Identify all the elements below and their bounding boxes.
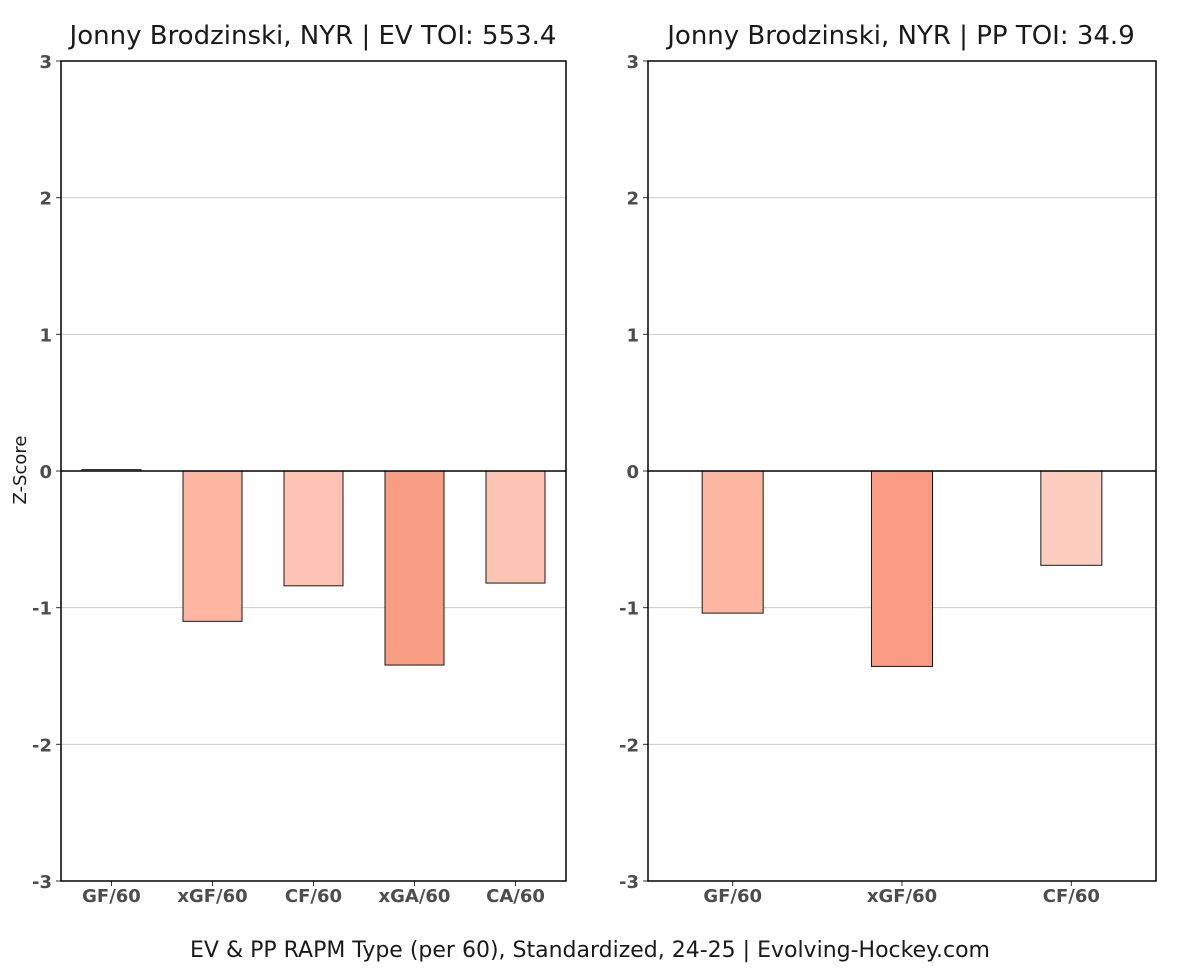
ev-y-tick-label: -3: [32, 872, 52, 893]
pp-bar-xgf-60: [871, 470, 933, 667]
ev-x-tick-label: xGA/60: [379, 886, 451, 907]
ev-x-tick-label: CA/60: [486, 886, 545, 907]
pp-y-tick-label: -1: [619, 599, 639, 620]
pp-bar-gf-60: [701, 470, 764, 614]
pp-y-tick-label: 1: [626, 325, 639, 346]
pp-y-tick-label: 0: [626, 462, 639, 483]
pp-y-tick-label: -2: [619, 735, 639, 756]
y-axis-label: Z-Score: [10, 436, 31, 505]
ev-x-tick-label: CF/60: [285, 886, 342, 907]
pp-y-tick-label: -3: [619, 872, 639, 893]
pp-x-tick-label: CF/60: [1043, 886, 1100, 907]
ev-y-tick-label: -2: [32, 735, 52, 756]
ev-y-tick-label: -1: [32, 599, 52, 620]
pp-y-tick-label: 2: [626, 189, 639, 210]
ev-panel: Jonny Brodzinski, NYR | EV TOI: 553.4 Z-…: [10, 21, 567, 907]
figure-caption: EV & PP RAPM Type (per 60), Standardized…: [190, 938, 990, 963]
pp-panel: Jonny Brodzinski, NYR | PP TOI: 34.9 3 2 1…: [619, 21, 1157, 907]
ev-x-tick-label: xGF/60: [177, 886, 247, 907]
ev-chart-title: Jonny Brodzinski, NYR | EV TOI: 553.4: [68, 21, 557, 51]
pp-x-tick-label: GF/60: [703, 886, 762, 907]
ev-y-tick-label: 2: [39, 189, 52, 210]
ev-y-tick-label: 0: [39, 462, 52, 483]
ev-plot-frame: [60, 60, 567, 882]
pp-plot-frame: [647, 60, 1157, 882]
pp-y-tick-label: 3: [626, 52, 639, 73]
pp-chart-title: Jonny Brodzinski, NYR | PP TOI: 34.9: [665, 21, 1135, 51]
pp-bar-cf-60: [1040, 470, 1103, 566]
ev-bar-ca-60: [485, 470, 546, 584]
ev-bar-xga-60: [384, 470, 445, 666]
ev-y-tick-label: 1: [39, 325, 52, 346]
pp-x-tick-label: xGF/60: [867, 886, 937, 907]
ev-y-tick-label: 3: [39, 52, 52, 73]
ev-bar-xgf-60: [182, 470, 243, 622]
ev-bar-cf-60: [283, 470, 344, 587]
ev-x-tick-label: GF/60: [82, 886, 141, 907]
